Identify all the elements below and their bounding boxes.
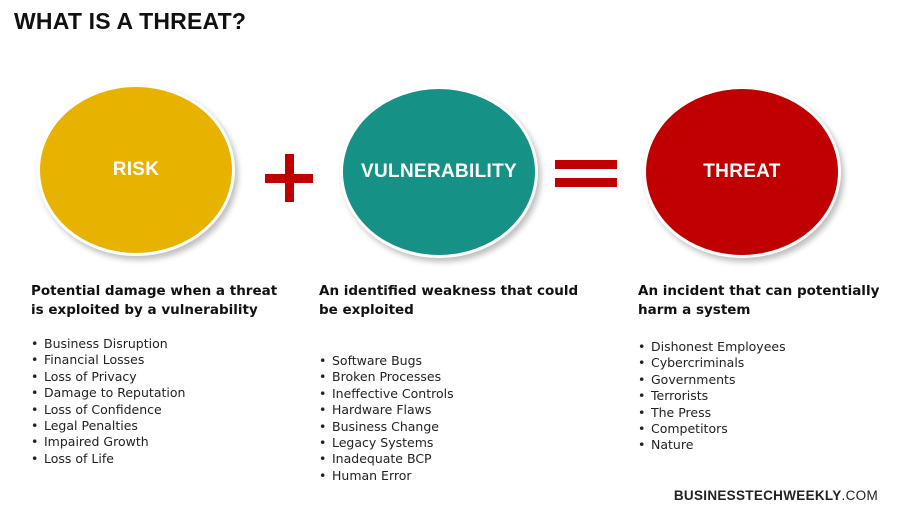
list-item: Nature (638, 437, 786, 454)
list-item: Ineffective Controls (319, 386, 454, 403)
equals-icon-bar-top (555, 160, 617, 169)
list-item: Competitors (638, 421, 786, 438)
list-item: The Press (638, 405, 786, 422)
list-item: Cybercriminals (638, 355, 786, 372)
list-item: Governments (638, 372, 786, 389)
vulnerability-label: VULNERABILITY (361, 161, 517, 182)
list-item: Software Bugs (319, 353, 454, 370)
page-title: WHAT IS A THREAT? (14, 8, 247, 34)
list-item: Loss of Confidence (31, 402, 185, 419)
list-item: Impaired Growth (31, 434, 185, 451)
brand-name: BUSINESSTECHWEEKLY (673, 488, 842, 503)
list-item: Human Error (319, 468, 454, 485)
list-item: Loss of Life (31, 451, 185, 468)
threat-circle: THREAT (643, 86, 841, 258)
vulnerability-circle: VULNERABILITY (340, 86, 538, 258)
threat-label: THREAT (703, 161, 781, 182)
list-item: Business Change (319, 419, 454, 436)
threat-description: An incident that can potentially harm a … (638, 283, 880, 318)
list-item: Dishonest Employees (638, 339, 786, 356)
list-item: Terrorists (638, 388, 786, 405)
plus-icon-bar-vertical (284, 154, 294, 202)
brand-suffix: .COM (841, 488, 878, 503)
list-item: Loss of Privacy (31, 369, 185, 386)
list-item: Business Disruption (31, 336, 185, 353)
list-item: Inadequate BCP (319, 451, 454, 468)
list-item: Legal Penalties (31, 418, 185, 435)
risk-list: Business DisruptionFinancial LossesLoss … (31, 336, 185, 468)
risk-description: Potential damage when a threat is exploi… (31, 283, 278, 318)
list-item: Damage to Reputation (31, 385, 185, 402)
list-item: Legacy Systems (319, 435, 454, 452)
vulnerability-description: An identified weakness that could be exp… (319, 283, 579, 318)
vulnerability-list: Software BugsBroken ProcessesIneffective… (319, 353, 454, 485)
list-item: Broken Processes (319, 369, 454, 386)
equals-icon-bar-bottom (555, 178, 617, 187)
brand-footer: BUSINESSTECHWEEKLY.COM (674, 488, 878, 503)
list-item: Financial Losses (31, 352, 185, 369)
risk-label: RISK (112, 159, 160, 180)
risk-circle: RISK (37, 84, 235, 256)
list-item: Hardware Flaws (319, 402, 454, 419)
threat-list: Dishonest EmployeesCybercriminalsGovernm… (638, 339, 786, 454)
